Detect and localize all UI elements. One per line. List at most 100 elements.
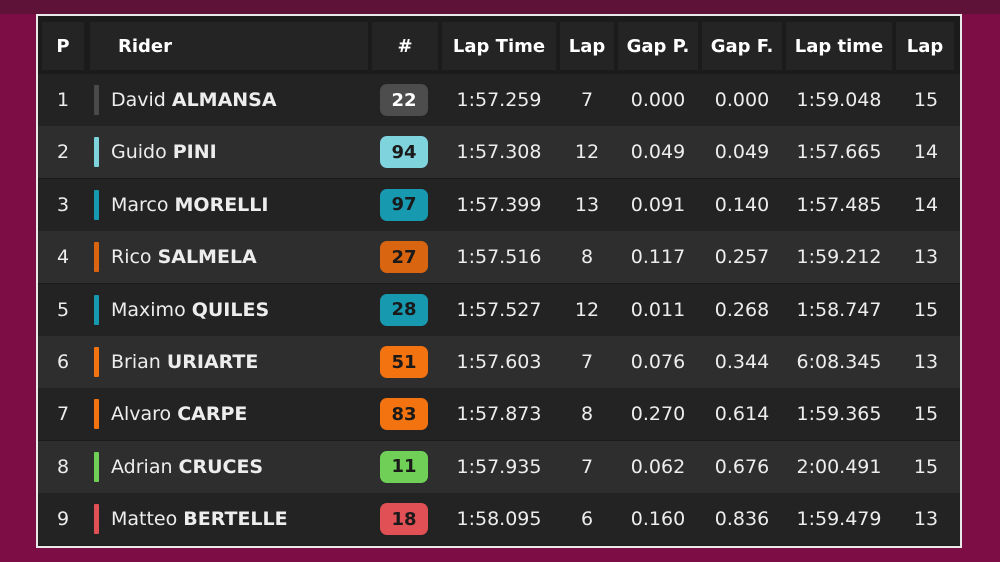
lap-time-cell: 1:57.935 [456,455,542,478]
header-lap[interactable]: Lap [560,22,614,70]
lap-time-2-cell: 6:08.345 [796,351,882,373]
lap-2-cell: 15 [913,455,939,478]
team-color-bar [94,347,99,377]
gap-first-cell: 0.000 [714,89,770,111]
lap-cell: 13 [574,193,600,216]
team-color-bar [94,451,99,482]
rider-last-name: MORELLI [174,193,269,216]
team-color-bar [94,242,99,273]
lap-time-cell: 1:57.527 [456,298,542,321]
header-gap-first[interactable]: Gap F. [702,22,782,70]
lap-time-2-cell: 1:59.365 [796,403,882,426]
team-color-bar [94,399,99,430]
lap-time-cell: 1:57.259 [456,89,542,111]
rider-cell: Marco MORELLI [92,179,368,231]
lap-cell: 12 [574,298,600,321]
lap-cell: 8 [580,403,594,426]
header-lap-time[interactable]: Lap Time [442,22,556,70]
rider-number-badge: 51 [380,346,428,378]
rider-first-name: Rico [111,246,152,269]
rider-cell: Guido PINI [92,126,368,178]
rider-first-name: David [111,89,166,111]
header-rider[interactable]: Rider [90,22,368,70]
lap-2-cell: 15 [913,403,939,426]
rider-last-name: CARPE [177,403,248,426]
lap-2-cell: 15 [913,298,939,321]
lap-cell: 6 [580,508,594,531]
top-strip [0,0,1000,14]
lap-cell: 7 [580,89,594,111]
lap-time-cell: 1:57.308 [456,141,542,164]
header-gap-prev[interactable]: Gap P. [618,22,698,70]
rider-last-name: PINI [172,141,217,164]
timing-table: P Rider # Lap Time Lap Gap P. Gap F. Lap… [36,14,962,548]
lap-cell: 8 [580,246,594,269]
rider-number-badge: 18 [380,503,428,536]
rider-number-badge: 83 [380,398,428,431]
position-cell: 4 [56,246,70,269]
table-row[interactable]: 3 Marco MORELLI 97 1:57.399 13 0.091 0.1… [38,178,960,231]
lap-time-cell: 1:57.399 [456,193,542,216]
table-row[interactable]: 9 Matteo BERTELLE 18 1:58.095 6 0.160 0.… [38,493,960,546]
number-cell: 22 [374,74,434,126]
position-cell: 2 [56,141,70,164]
rider-cell: David ALMANSA [92,74,368,126]
rider-first-name: Maximo [111,298,186,321]
rider-cell: Alvaro CARPE [92,388,368,440]
rider-first-name: Alvaro [111,403,172,426]
rider-cell: Maximo QUILES [92,284,368,336]
lap-time-2-cell: 1:58.747 [796,298,882,321]
gap-prev-cell: 0.062 [630,455,686,478]
number-cell: 18 [374,493,434,545]
rider-last-name: QUILES [191,298,270,321]
team-color-bar [94,504,99,535]
rider-number-badge: 11 [380,450,428,483]
lap-2-cell: 14 [913,141,939,164]
gap-prev-cell: 0.011 [630,298,686,321]
table-row[interactable]: 2 Guido PINI 94 1:57.308 12 0.049 0.049 … [38,126,960,179]
lap-time-cell: 1:57.603 [456,351,542,373]
gap-prev-cell: 0.270 [630,403,686,426]
table-row[interactable]: 4 Rico SALMELA 27 1:57.516 8 0.117 0.257… [38,231,960,284]
team-color-bar [94,189,99,220]
number-cell: 83 [374,388,434,440]
rider-number-badge: 97 [380,188,428,221]
number-cell: 27 [374,231,434,283]
table-row[interactable]: 6 Brian URIARTE 51 1:57.603 7 0.076 0.34… [38,336,960,388]
position-cell: 9 [56,508,70,531]
header-number[interactable]: # [372,22,438,70]
gap-prev-cell: 0.117 [630,246,686,269]
lap-2-cell: 14 [913,193,939,216]
lap-time-cell: 1:57.516 [456,246,542,269]
rider-number-badge: 94 [380,136,428,169]
gap-first-cell: 0.344 [714,351,770,373]
position-cell: 7 [56,403,70,426]
gap-first-cell: 0.836 [714,508,770,531]
lap-cell: 12 [574,141,600,164]
table-row[interactable]: 8 Adrian CRUCES 11 1:57.935 7 0.062 0.67… [38,440,960,493]
rider-first-name: Adrian [111,455,173,478]
lap-2-cell: 15 [913,89,939,111]
header-position[interactable]: P [42,22,84,70]
table-row[interactable]: 5 Maximo QUILES 28 1:57.527 12 0.011 0.2… [38,283,960,336]
number-cell: 11 [374,441,434,493]
position-cell: 6 [56,351,70,373]
header-lap-2[interactable]: Lap [896,22,954,70]
team-color-bar [94,137,99,168]
team-color-bar [94,294,99,325]
lap-2-cell: 13 [913,508,939,531]
table-row[interactable]: 1 David ALMANSA 22 1:57.259 7 0.000 0.00… [38,74,960,126]
gap-first-cell: 0.268 [714,298,770,321]
number-cell: 97 [374,179,434,231]
rider-last-name: SALMELA [157,246,257,269]
header-lap-time-2[interactable]: Lap time [786,22,892,70]
rider-last-name: CRUCES [178,455,264,478]
rider-number-badge: 22 [380,84,428,116]
table-row[interactable]: 7 Alvaro CARPE 83 1:57.873 8 0.270 0.614… [38,388,960,441]
lap-time-cell: 1:58.095 [456,508,542,531]
lap-time-2-cell: 2:00.491 [796,455,882,478]
lap-time-2-cell: 1:59.048 [796,89,882,111]
rider-cell: Matteo BERTELLE [92,493,368,545]
position-cell: 5 [56,298,70,321]
rider-first-name: Guido [111,141,167,164]
